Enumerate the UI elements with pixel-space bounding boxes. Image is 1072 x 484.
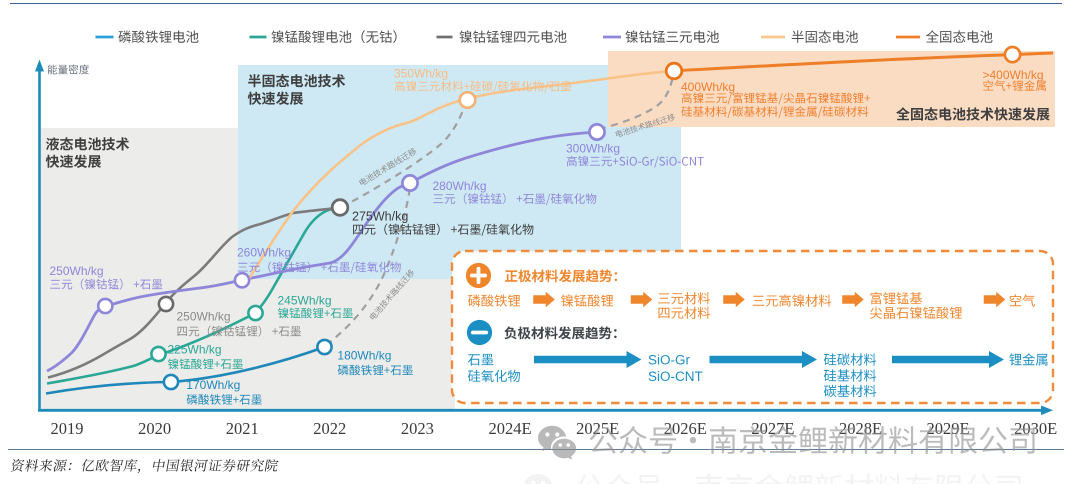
svg-text:225Wh/kg: 225Wh/kg — [168, 343, 222, 357]
svg-text:350Wh/kg: 350Wh/kg — [394, 67, 448, 81]
svg-text:2028E: 2028E — [839, 419, 882, 438]
svg-text:300Wh/kg: 300Wh/kg — [566, 141, 620, 155]
svg-text:275Wh/kg: 275Wh/kg — [352, 209, 408, 223]
svg-text:2021: 2021 — [226, 419, 259, 438]
svg-text:2030E: 2030E — [1014, 419, 1057, 438]
svg-text:280Wh/kg: 280Wh/kg — [433, 179, 487, 193]
svg-text:250Wh/kg: 250Wh/kg — [50, 264, 104, 278]
svg-text:2029E: 2029E — [927, 419, 970, 438]
svg-text:2023: 2023 — [401, 419, 434, 438]
svg-text:2024E: 2024E — [489, 419, 532, 438]
svg-text:250Wh/kg: 250Wh/kg — [177, 310, 231, 324]
svg-text:SiO-CNT: SiO-CNT — [648, 369, 703, 384]
svg-text:400Wh/kg: 400Wh/kg — [681, 80, 735, 94]
svg-text:SiO-Gr: SiO-Gr — [648, 353, 691, 368]
svg-text:2020: 2020 — [138, 419, 171, 438]
svg-text:2026E: 2026E — [664, 419, 707, 438]
svg-text:2027E: 2027E — [751, 419, 794, 438]
svg-text:>400Wh/kg: >400Wh/kg — [983, 68, 1044, 82]
svg-text:2019: 2019 — [51, 419, 84, 438]
svg-text:2022: 2022 — [313, 419, 346, 438]
svg-text:260Wh/kg: 260Wh/kg — [237, 246, 291, 260]
svg-text:170Wh/kg: 170Wh/kg — [186, 378, 240, 392]
svg-text:180Wh/kg: 180Wh/kg — [337, 349, 391, 363]
svg-text:245Wh/kg: 245Wh/kg — [278, 293, 332, 307]
